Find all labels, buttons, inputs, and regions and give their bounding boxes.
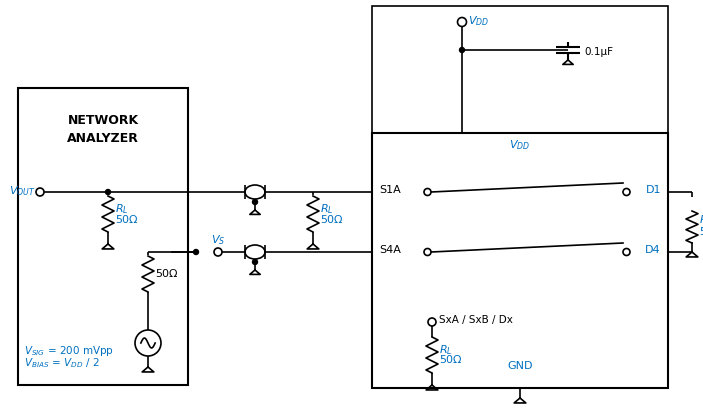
Bar [18, 88, 188, 385]
Text: D1: D1 [645, 185, 661, 195]
Text: $V_{SIG}$ = 200 mVpp: $V_{SIG}$ = 200 mVpp [24, 344, 114, 358]
Circle shape [135, 330, 161, 356]
Text: 50Ω: 50Ω [155, 269, 177, 279]
Text: 50Ω: 50Ω [439, 355, 461, 365]
Circle shape [214, 248, 222, 256]
Text: $V_{DD}$: $V_{DD}$ [510, 138, 531, 152]
Circle shape [428, 318, 436, 326]
Text: $R_L$: $R_L$ [115, 202, 129, 216]
Text: GND: GND [508, 361, 533, 371]
Circle shape [252, 200, 257, 204]
Text: $R_L$: $R_L$ [320, 202, 334, 216]
Circle shape [623, 249, 630, 256]
Text: $R_L$: $R_L$ [439, 343, 453, 357]
Circle shape [36, 188, 44, 196]
Text: 50Ω: 50Ω [320, 215, 342, 225]
Text: ANALYZER: ANALYZER [67, 132, 139, 144]
Bar [372, 133, 668, 388]
Text: SxA / SxB / Dx: SxA / SxB / Dx [439, 315, 513, 325]
Text: $V_{BIAS}$ = $V_{DD}$ / 2: $V_{BIAS}$ = $V_{DD}$ / 2 [24, 356, 100, 370]
Text: NETWORK: NETWORK [67, 114, 138, 126]
Text: 50Ω: 50Ω [699, 227, 703, 237]
Circle shape [252, 259, 257, 265]
Text: S4A: S4A [379, 245, 401, 255]
Text: S1A: S1A [379, 185, 401, 195]
Circle shape [105, 189, 110, 195]
Circle shape [458, 18, 467, 27]
Text: $V_S$: $V_S$ [211, 233, 225, 247]
Text: 50Ω: 50Ω [115, 215, 138, 225]
Text: $R_L$: $R_L$ [699, 213, 703, 227]
Text: $V_{DD}$: $V_{DD}$ [468, 14, 489, 28]
Bar [372, 6, 668, 133]
Circle shape [193, 249, 198, 254]
Circle shape [424, 189, 431, 196]
Text: $V_{OUT}$: $V_{OUT}$ [9, 184, 36, 198]
Text: D4: D4 [645, 245, 661, 255]
Circle shape [623, 189, 630, 196]
Text: 0.1μF: 0.1μF [584, 47, 613, 57]
Circle shape [424, 249, 431, 256]
Circle shape [460, 47, 465, 52]
